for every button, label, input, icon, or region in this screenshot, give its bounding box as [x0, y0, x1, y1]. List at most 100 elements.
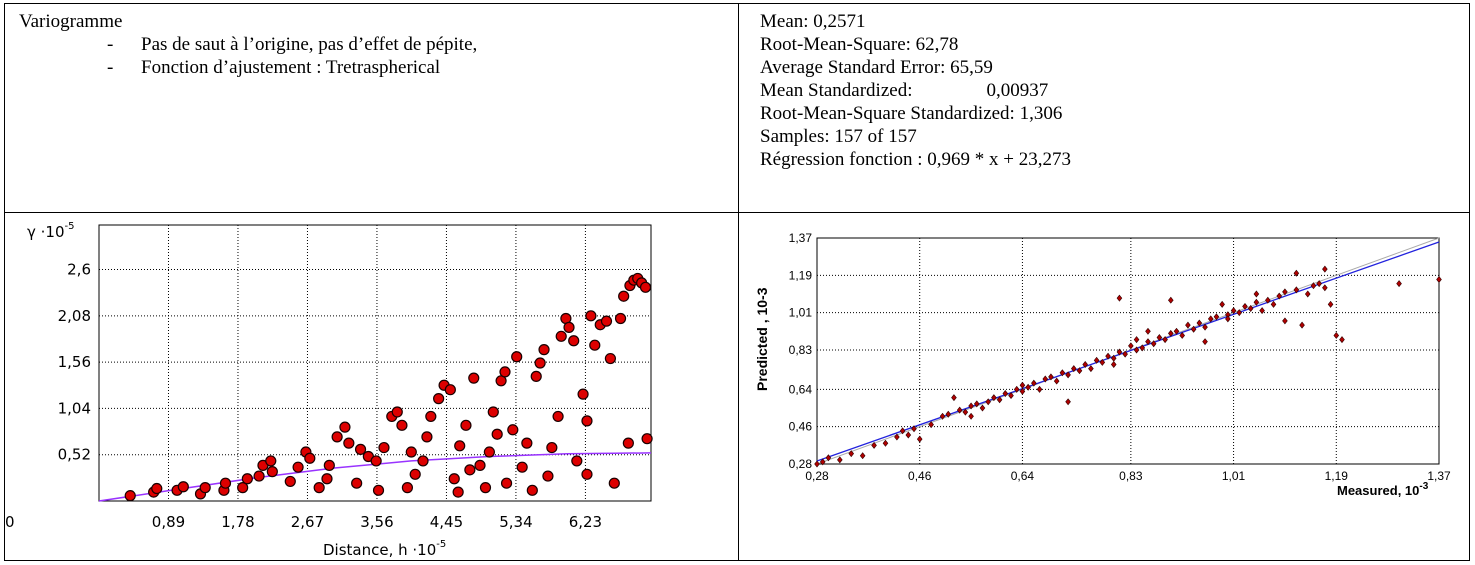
x-tick-label: 0,89 — [152, 513, 185, 531]
variogram-x-label: Distance, h ·10-5 — [323, 539, 446, 559]
variogram-point — [219, 477, 232, 489]
bullet-dash: - — [107, 34, 114, 55]
variogram-point — [622, 437, 634, 449]
cross-point — [996, 396, 1003, 404]
cross-point — [985, 398, 991, 406]
x-tick-label: 1,01 — [1222, 469, 1246, 483]
cross-point — [1122, 350, 1128, 358]
variogram-point — [343, 437, 355, 449]
stat-ase: Average Standard Error: 65,59 — [760, 56, 1071, 79]
cross-point — [1025, 383, 1031, 391]
cross-point — [1339, 336, 1345, 344]
variogram-point — [323, 459, 335, 471]
variogram-point — [614, 312, 627, 325]
variogram-point — [507, 424, 519, 436]
cross-point — [1093, 356, 1100, 364]
cross-point — [1173, 327, 1180, 335]
x-tick-label: 0,83 — [1119, 469, 1143, 483]
variogram-point — [618, 290, 630, 302]
variogram-point — [568, 335, 580, 347]
cross-point — [1213, 313, 1220, 321]
variogram-point — [500, 477, 513, 489]
x-label-exponent: -3 — [1419, 481, 1428, 492]
variogram-y-label: γ ·10-5 — [27, 221, 74, 241]
cross-point — [1202, 338, 1208, 346]
cross-x-ticks: 0,28 0,46 0,64 0,83 1,01 1,19 1,37 — [805, 469, 1451, 483]
variogram-point — [546, 441, 558, 454]
cross-point — [979, 404, 986, 412]
cross-point — [1076, 367, 1083, 375]
cross-point — [1333, 331, 1340, 339]
y-tick-label: 1,56 — [58, 353, 91, 371]
y-tick-label: 0,83 — [789, 343, 813, 357]
variogram-point — [321, 473, 333, 485]
variogram-point — [534, 357, 546, 369]
variogram-point — [600, 315, 613, 327]
variogram-point — [563, 321, 575, 333]
variogram-point — [639, 281, 652, 293]
y-tick-label: 0,46 — [789, 420, 813, 434]
cross-point — [905, 431, 912, 439]
variogram-point — [491, 428, 503, 440]
cross-point — [1065, 398, 1071, 406]
x-tick-label: 1,19 — [1325, 469, 1349, 483]
cross-point — [1168, 296, 1174, 304]
cross-point — [1059, 369, 1066, 377]
cross-point — [1150, 340, 1157, 348]
variogram-point — [417, 455, 429, 467]
variogram-point — [608, 477, 620, 489]
cross-point — [1048, 373, 1054, 381]
cross-point — [1293, 269, 1300, 277]
cross-point — [1105, 352, 1111, 360]
variogram-point — [444, 384, 456, 396]
variogram-point — [468, 372, 480, 384]
x-tick-label: 3,56 — [360, 513, 393, 531]
cross-point — [1008, 392, 1014, 400]
cross-point — [928, 421, 934, 429]
cross-point — [1293, 286, 1300, 294]
variogram-point — [526, 484, 538, 496]
stat-mean-standardized: Mean Standardized: 0,00937 — [760, 79, 1071, 102]
cross-point — [1133, 336, 1140, 344]
variogram-point — [199, 482, 211, 494]
cross-point — [1259, 307, 1265, 315]
variogram-point — [401, 482, 414, 494]
variogram-point — [581, 415, 593, 427]
variogram-point — [396, 419, 408, 431]
x-label-main: Distance, h ·10 — [323, 541, 436, 559]
cross-point — [819, 458, 826, 466]
cross-point — [1276, 292, 1283, 300]
variogram-point — [511, 351, 523, 363]
y-tick-label: 1,01 — [789, 306, 813, 320]
x-tick-label: 0 — [5, 513, 15, 531]
variogram-point — [604, 352, 617, 365]
stat-label: Root-Mean-Square Standardized: — [760, 103, 1015, 124]
x-tick-label: 6,23 — [569, 513, 602, 531]
variogram-point — [538, 344, 550, 356]
variogram-point — [313, 482, 325, 494]
cross-point — [1042, 375, 1049, 383]
cross-point — [1322, 265, 1328, 273]
cross-point — [1190, 325, 1197, 333]
cross-point — [1019, 381, 1026, 389]
column-divider — [738, 4, 739, 560]
variogram-point — [474, 459, 486, 471]
variogram-point — [585, 310, 597, 322]
cross-y-ticks: 0,28 0,46 0,64 0,83 1,01 1,19 1,37 — [789, 231, 813, 471]
variogram-point — [589, 339, 601, 351]
x-tick-label: 0,64 — [1011, 469, 1035, 483]
cross-point — [1145, 338, 1151, 346]
variogram-point — [555, 330, 567, 342]
variogram-point — [391, 406, 403, 418]
cross-point — [1139, 344, 1146, 352]
stat-label: Root-Mean-Square: — [760, 34, 911, 55]
variogram-points — [124, 272, 653, 502]
x-tick-label: 1,37 — [1427, 469, 1451, 483]
x-tick-label: 2,67 — [291, 513, 324, 531]
stat-label: Average Standard Error: — [760, 57, 946, 78]
cross-point — [1065, 371, 1071, 379]
variogram-point — [433, 393, 445, 405]
variogram-point — [339, 421, 351, 433]
variogram-point — [516, 461, 528, 473]
variogram-x-ticks: 0 0,89 1,78 2,67 3,56 4,45 5,34 6,23 — [5, 513, 602, 531]
